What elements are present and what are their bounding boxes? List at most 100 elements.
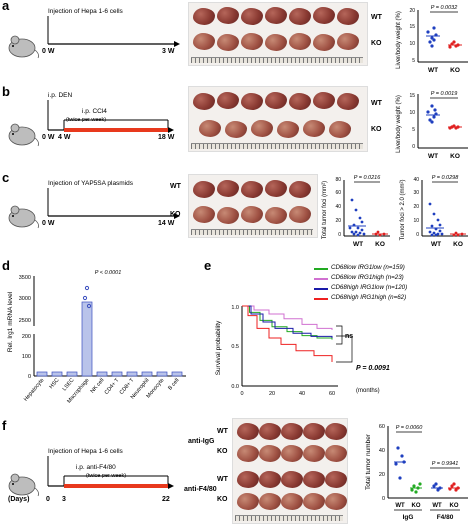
svg-text:0.5: 0.5 [231,344,239,350]
svg-text:WT: WT [353,241,363,248]
svg-text:40: 40 [413,177,419,183]
panel-b-xcat-1: KO [450,153,460,160]
panel-a-xcat-1: KO [450,67,460,74]
panel-b-liver-photo [188,86,368,152]
panel-a-protocol: Injection of Hepa 1-6 cells [48,8,123,15]
panel-b-xcat-0: WT [428,153,438,160]
svg-text:60: 60 [379,424,385,430]
panel-b-ytick-1: 5 [412,127,415,133]
data-point [82,295,88,301]
svg-text:F4/80: F4/80 [437,514,454,521]
bar-macrophage [81,301,93,377]
category-label: Hepatocyte [23,377,45,402]
panel-a-liver-photo [188,2,368,66]
svg-text:WT: WT [395,503,405,509]
data-point [84,285,90,291]
panel-f-t2: 22 [162,496,170,503]
svg-text:60: 60 [329,391,335,397]
panel-d-letter: d [2,258,10,273]
svg-text:IgG: IgG [403,514,414,521]
svg-text:80: 80 [335,177,341,183]
svg-text:20: 20 [413,204,419,210]
bar-hepatocyte [36,371,48,377]
panel-d-ylabel: Rel. Irg1 mRNA level [7,291,14,352]
bar-b-cell [171,371,183,377]
panel-a-timeline [47,16,180,47]
bar-neutrophil [141,371,153,377]
km-curve-0 [242,305,333,340]
panel-f-pvalue-2: P = 0.9941 [432,461,459,467]
panel-f-t0: 0 [46,496,50,503]
svg-text:0: 0 [338,232,341,238]
panel-a-wt-dots [426,26,438,48]
panel-c-wt-label: WT [170,183,181,190]
mouse-icon [8,123,39,147]
panel-a-t0: 0 W [42,48,55,55]
panel-f-t1: 3 [62,496,66,503]
km-curve-3 [242,305,333,362]
category-label: HSC [48,377,60,390]
panel-a-plot: Liver/body weight (%) 5 10 15 20 P = 0.0… [388,0,472,80]
panel-b-ytick-2: 10 [409,110,415,116]
panel-b-wt-label: WT [371,100,382,107]
panel-b-ip-den: i.p. DEN [48,92,73,99]
bar-hsc [51,371,63,377]
bar-lsec [66,371,78,377]
bar-cd8-t [126,371,138,377]
panel-e-km-plot: Survival probability 0.0 0.5 1.0 0 20 40… [215,305,390,397]
panel-a-ytick-1: 10 [409,41,415,47]
panel-a-ytick-2: 15 [409,24,415,30]
svg-text:0: 0 [240,391,243,397]
category-label: LSEC [62,377,76,392]
panel-c-t1: 14 W [158,220,175,227]
panel-a-t1: 3 W [162,48,175,55]
svg-text:3000: 3000 [19,296,31,302]
svg-text:KO: KO [375,241,385,248]
svg-text:3500: 3500 [19,275,31,281]
panel-b-t2: 18 W [158,134,175,141]
panel-c-plot-2: Tumor foci > 2.0 (mm²) 0 10 20 30 40 P =… [396,170,472,252]
svg-text:1.0: 1.0 [231,305,239,311]
panel-e-pvalue: P = 0.0091 [356,365,390,372]
panel-f-protocol: Injection of Hepa 1-6 cells [48,448,123,455]
panel-a-xcat-0: WT [428,67,438,74]
panel-f-anti-f480: anti-F4/80 [184,486,217,493]
svg-text:40: 40 [379,448,385,454]
legend-item-0: CD68low IRG1low (n=159) [314,264,474,274]
svg-text:2500: 2500 [19,318,31,324]
panel-c-ko-label: KO [170,211,181,218]
panel-f-days: (Days) [8,496,30,503]
svg-text:0: 0 [382,496,385,502]
panel-b-letter: b [2,84,10,99]
svg-text:30: 30 [413,190,419,196]
panel-c-protocol: Injection of YAP5SA plasmids [48,180,134,187]
panel-c-pvalue-1: P = 0.0216 [354,175,381,181]
data-point [86,303,92,309]
svg-text:40: 40 [335,204,341,210]
legend-item-3: CD68high IRG1high (n=62) [314,294,474,304]
mouse-icon [8,473,39,497]
panel-f-ip: i.p. anti-F4/80 [76,464,116,471]
svg-text:WT: WT [432,503,442,509]
svg-text:0: 0 [28,374,31,380]
km-curve-2 [242,305,333,338]
panel-b-t1: 4 W [58,134,71,141]
panel-c-letter: c [2,170,10,185]
panel-c-ylabel-1: Total tumor foci (mm²) [322,181,328,239]
panel-b-ip-ccl4: i.p. CCl4 [82,108,107,115]
panel-f-anti-igg: anti-IgG [188,438,215,445]
panel-b-timeline [47,100,174,133]
panel-f-timeline [47,456,174,489]
panel-c-plot-1: Total tumor foci (mm²) 0 20 40 60 80 P =… [318,170,394,252]
panel-d-bar-chart: Rel. Irg1 mRNA level 3500 3000 2500 200 … [7,270,186,405]
svg-text:100: 100 [22,354,31,360]
panel-e-letter: e [204,258,212,273]
panel-a-ko-label: KO [371,40,382,47]
panel-b-t0: 0 W [42,134,55,141]
legend-item-1: CD68low IRG1high (n=23) [314,274,474,284]
svg-text:WT: WT [431,241,441,248]
panel-e-ylabel: Survival probability [215,320,222,375]
svg-text:20: 20 [269,391,275,397]
panel-b-pvalue: P = 0.0019 [431,91,458,97]
panel-c-timeline [47,188,180,219]
